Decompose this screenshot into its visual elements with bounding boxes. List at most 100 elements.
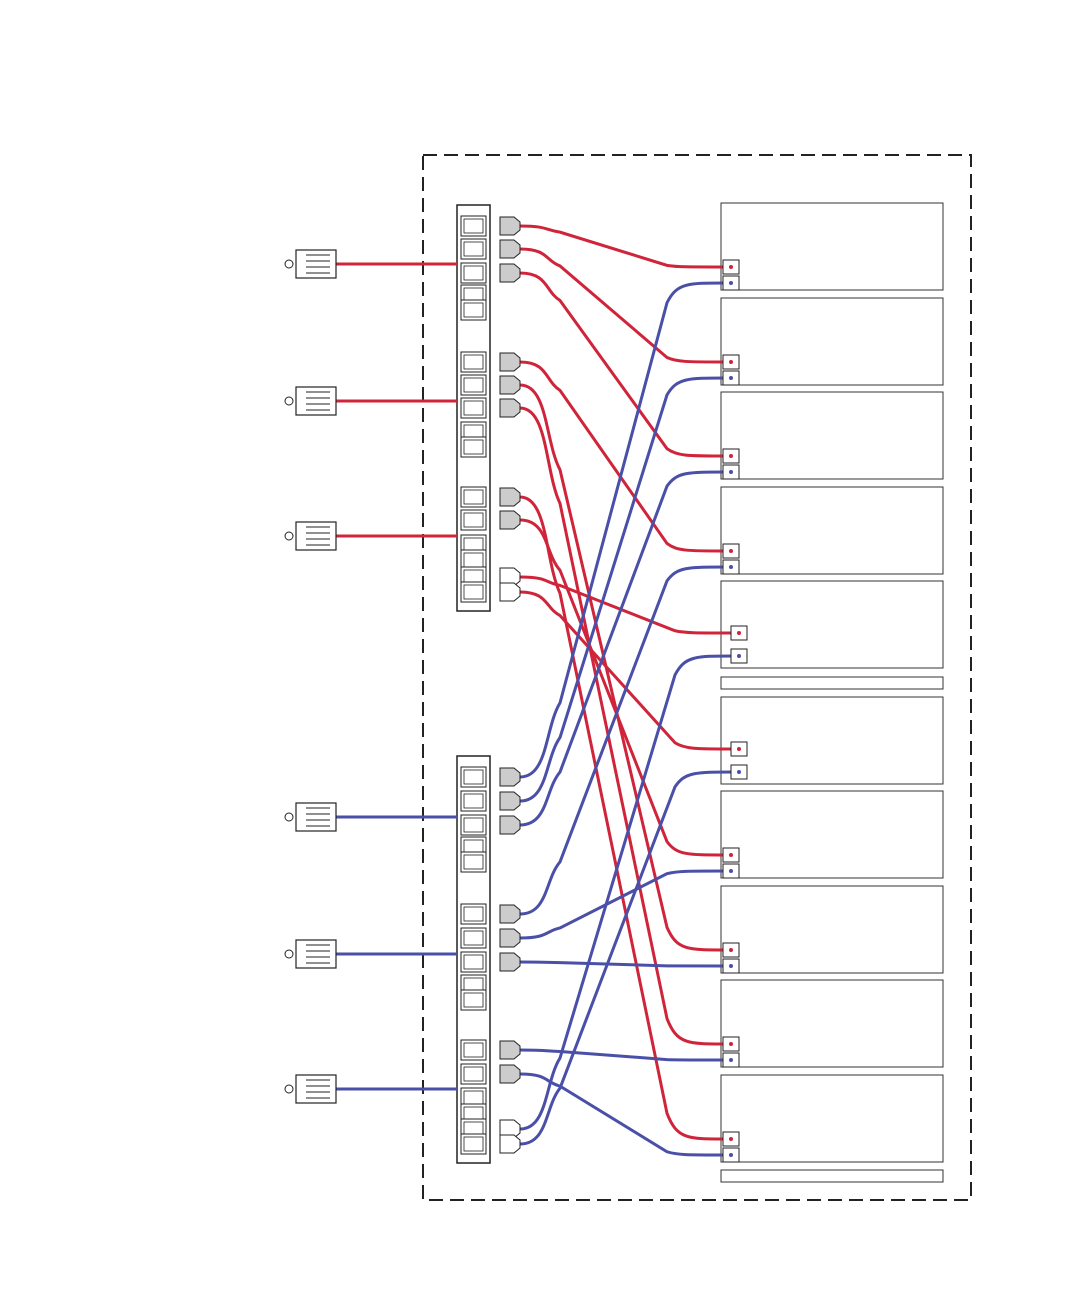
server	[720, 979, 944, 1068]
cable-connector	[499, 239, 521, 259]
pdu-outlet-inner	[463, 1042, 484, 1058]
pdu-outlet	[460, 299, 487, 321]
inlet-dot	[729, 265, 733, 269]
inlet-dot	[729, 1058, 733, 1062]
plug-body	[295, 802, 337, 832]
cable-connector	[499, 216, 521, 236]
power-cable	[518, 590, 737, 751]
pdu-outlet	[460, 581, 487, 603]
pdu-outlet	[460, 1133, 487, 1155]
inlet-dot	[729, 869, 733, 873]
pdu-outlet-inner	[463, 400, 484, 416]
inlet-dot	[737, 770, 741, 774]
pdu-outlet	[460, 351, 487, 373]
pdu-outlet-inner	[463, 265, 484, 281]
pdu-outlet-inner	[463, 793, 484, 809]
server-rail	[720, 676, 944, 690]
power-cable	[518, 495, 729, 1141]
power-cable	[518, 654, 737, 1131]
power-cable	[518, 271, 729, 458]
pdu-outlet-inner	[463, 354, 484, 370]
inlet-dot	[729, 964, 733, 968]
cable-connector	[499, 1134, 521, 1154]
cable-connector	[499, 582, 521, 602]
pdu-outlet	[460, 262, 487, 284]
power-cable	[518, 383, 729, 952]
server	[720, 696, 944, 785]
pdu-outlet-inner	[463, 854, 484, 870]
power-cable	[518, 869, 729, 940]
server	[720, 297, 944, 386]
pdu-outlet	[460, 766, 487, 788]
pdu-outlet	[460, 486, 487, 508]
inlet-dot	[737, 654, 741, 658]
inlet-dot	[737, 747, 741, 751]
cable-connector	[499, 510, 521, 530]
server	[720, 1074, 944, 1163]
pdu-outlet-inner	[463, 584, 484, 600]
power-cable	[518, 470, 729, 827]
inlet-dot	[729, 1137, 733, 1141]
rack-boundary	[422, 154, 972, 1201]
pdu-outlet	[460, 927, 487, 949]
cable-connector	[499, 487, 521, 507]
pdu-outlet-inner	[463, 489, 484, 505]
inlet-dot	[737, 631, 741, 635]
power-cable	[518, 575, 737, 635]
plug-ground	[284, 396, 294, 406]
pdu-outlet	[460, 436, 487, 458]
pdu-outlet-inner	[463, 992, 484, 1008]
pdu-outlet	[460, 509, 487, 531]
power-cable	[518, 360, 729, 553]
pdu-outlet	[460, 790, 487, 812]
cable-connector	[499, 1040, 521, 1060]
plug-ground	[284, 812, 294, 822]
inlet-dot	[729, 360, 733, 364]
server	[720, 391, 944, 480]
pdu-outlet	[460, 215, 487, 237]
power-cable	[518, 376, 729, 803]
power-cable	[518, 406, 729, 1046]
power-cable	[518, 565, 729, 916]
inlet-dot	[729, 853, 733, 857]
server	[720, 580, 944, 669]
cable-connector	[499, 815, 521, 835]
plug-body	[295, 386, 337, 416]
cable-connector	[499, 263, 521, 283]
pdu-outlet-inner	[463, 377, 484, 393]
plug-ground	[284, 531, 294, 541]
inlet-dot	[729, 376, 733, 380]
power-cable	[518, 960, 729, 968]
inlet-dot	[729, 281, 733, 285]
pdu-outlet-inner	[463, 954, 484, 970]
pdu-outlet-inner	[463, 906, 484, 922]
pdu-outlet	[460, 989, 487, 1011]
pdu-outlet	[460, 1039, 487, 1061]
cable-connector	[499, 398, 521, 418]
pdu-outlet-inner	[463, 817, 484, 833]
pdu-outlet	[460, 1063, 487, 1085]
plug-body	[295, 939, 337, 969]
pdu-outlet	[460, 951, 487, 973]
pdu-outlet-inner	[463, 241, 484, 257]
cable-connector	[499, 928, 521, 948]
cable-connector	[499, 791, 521, 811]
pdu-outlet-inner	[463, 769, 484, 785]
power-cable	[518, 224, 729, 269]
cable-connector	[499, 767, 521, 787]
pdu-outlet-inner	[463, 439, 484, 455]
server	[720, 486, 944, 575]
pdu-outlet	[460, 814, 487, 836]
inlet-dot	[729, 565, 733, 569]
cable-connector	[499, 904, 521, 924]
cable-connector	[499, 375, 521, 395]
server	[720, 790, 944, 879]
inlet-dot	[729, 454, 733, 458]
power-cable	[518, 770, 737, 1146]
pdu-outlet	[460, 851, 487, 873]
pdu-outlet-inner	[463, 512, 484, 528]
plug-ground	[284, 1084, 294, 1094]
diagram-layer	[284, 202, 944, 1183]
pdu-outlet	[460, 238, 487, 260]
